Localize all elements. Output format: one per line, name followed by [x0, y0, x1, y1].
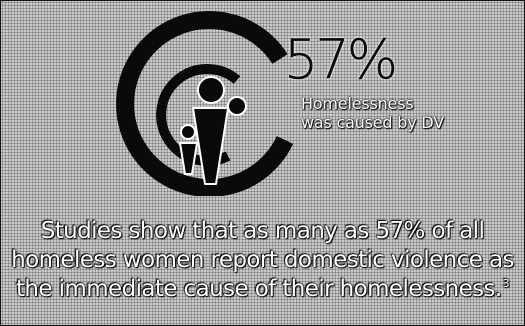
- small-head: [227, 96, 247, 116]
- adult-body: [192, 107, 229, 185]
- body-statement: Studies show that as many as 57% of all …: [1, 217, 524, 304]
- outer-ring: [116, 11, 293, 196]
- body-line-3-text: the immediate cause of their homelessnes…: [15, 276, 502, 302]
- body-line-3: the immediate cause of their homelessnes…: [1, 275, 524, 304]
- stat-caption: Homelessness was caused by DV: [301, 94, 444, 132]
- stat-percentage: 57%: [284, 28, 398, 91]
- family-ring-icon: [116, 11, 293, 196]
- stat-caption-line-2: was caused by DV: [301, 113, 444, 132]
- child-head: [180, 124, 196, 140]
- child-body: [179, 142, 198, 175]
- footnote-marker: 3: [502, 277, 510, 291]
- body-line-2: homeless women report domestic violence …: [11, 247, 514, 273]
- adult-head: [197, 76, 225, 104]
- inner-arc: [156, 64, 241, 166]
- body-line-1: Studies show that as many as 57% of all: [40, 218, 485, 244]
- stat-caption-line-1: Homelessness: [301, 94, 414, 113]
